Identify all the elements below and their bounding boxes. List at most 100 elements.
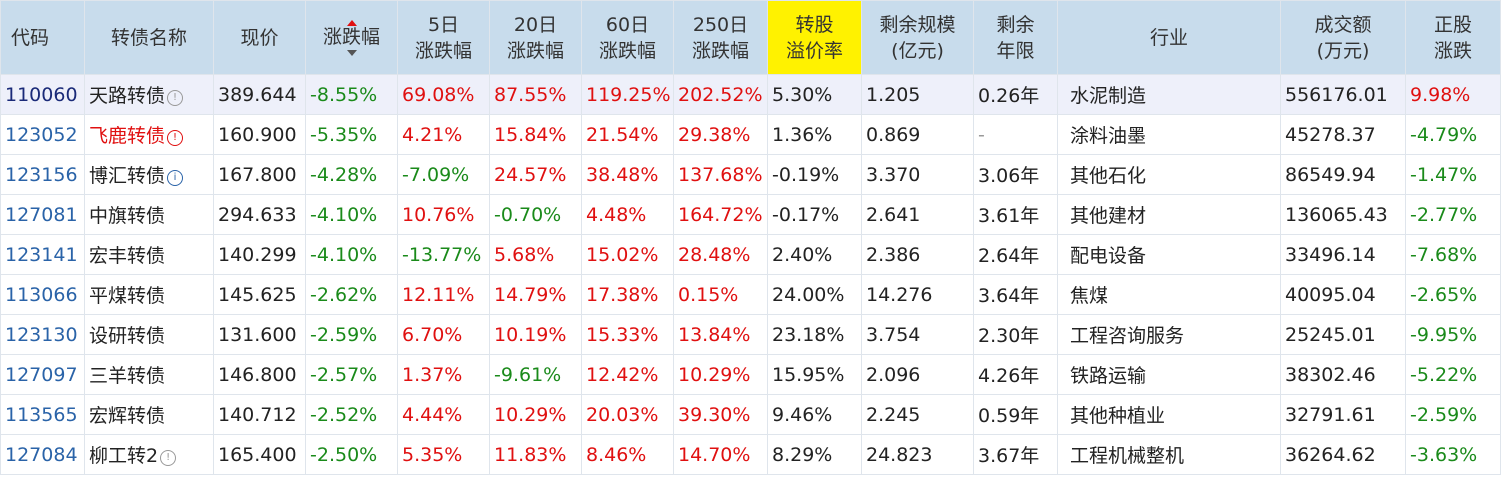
years-cell: 3.06年	[973, 154, 1058, 195]
header-stock-change-line2: 涨跌	[1433, 39, 1472, 62]
bond-code-link[interactable]: 127081	[0, 194, 85, 235]
table-row[interactable]: 127084 柳工转2! 165.400 -2.50% 5.35% 11.83% 8.46%…	[0, 434, 1501, 475]
bond-name: 飞鹿转债	[89, 125, 166, 147]
change-250d-cell: 28.48%	[673, 234, 768, 275]
header-change-60d[interactable]: 60日 涨跌幅	[581, 0, 674, 75]
change-60d-cell: 20.03%	[581, 394, 674, 435]
bond-code-link[interactable]: 110060	[0, 74, 85, 115]
scale-cell: 3.754	[861, 314, 974, 355]
header-change-5d[interactable]: 5日 涨跌幅	[397, 0, 490, 75]
bond-code-link[interactable]: 113565	[0, 394, 85, 435]
sort-down-icon	[346, 49, 357, 56]
bond-name-cell[interactable]: 平煤转债	[84, 274, 214, 315]
bond-code-link[interactable]: 123052	[0, 114, 85, 155]
bond-name-cell[interactable]: 宏丰转债	[84, 234, 214, 275]
header-change-20d[interactable]: 20日 涨跌幅	[489, 0, 582, 75]
alert-icon[interactable]: !	[167, 130, 184, 146]
price-cell: 131.600	[213, 314, 306, 355]
header-change[interactable]: 涨跌幅	[305, 0, 398, 75]
info-icon[interactable]: !	[167, 90, 184, 106]
bond-name: 三羊转债	[89, 365, 166, 387]
table-row[interactable]: 123130 设研转债 131.600 -2.59% 6.70% 10.19% 15.33%…	[0, 314, 1501, 355]
change-cell: -2.50%	[305, 434, 398, 475]
stock-change-cell: -3.63%	[1405, 434, 1501, 475]
table-row[interactable]: 123156 博汇转债 i 167.800 -4.28% -7.09% 24.57% 38.4…	[0, 154, 1501, 195]
table-row[interactable]: 110060 天路转债! 389.644 -8.55% 69.08% 87.55% 119.…	[0, 74, 1501, 115]
bond-name: 设研转债	[89, 325, 166, 347]
change-20d-cell: -0.70%	[489, 194, 582, 235]
header-volume-line2: (万元)	[1316, 39, 1370, 62]
bond-name-cell[interactable]: 宏辉转债	[84, 394, 214, 435]
sort-up-icon	[346, 19, 357, 26]
bond-code-link[interactable]: 123156	[0, 154, 85, 195]
table-row[interactable]: 123052 飞鹿转债! 160.900 -5.35% 4.21% 15.84% 21.54…	[0, 114, 1501, 155]
change-cell: -5.35%	[305, 114, 398, 155]
header-code[interactable]: 代码	[0, 0, 85, 75]
table-row[interactable]: 127081 中旗转债 294.633 -4.10% 10.76% -0.70% 4.48%…	[0, 194, 1501, 235]
change-cell: -4.10%	[305, 194, 398, 235]
change-60d-cell: 21.54%	[581, 114, 674, 155]
header-scale-line2: (亿元)	[891, 39, 944, 62]
premium-cell: -0.19%	[767, 154, 862, 195]
bond-code-link[interactable]: 123141	[0, 234, 85, 275]
header-premium[interactable]: 转股 溢价率	[767, 0, 862, 75]
bond-code-link[interactable]: 127097	[0, 354, 85, 395]
years-cell: 0.26年	[973, 74, 1058, 115]
scale-cell: 14.276	[861, 274, 974, 315]
change-20d-cell: 11.83%	[489, 434, 582, 475]
price-cell: 140.712	[213, 394, 306, 435]
header-change-250d[interactable]: 250日 涨跌幅	[673, 0, 768, 75]
change-5d-cell: 4.21%	[397, 114, 490, 155]
price-cell: 160.900	[213, 114, 306, 155]
years-cell: 3.67年	[973, 434, 1058, 475]
header-stock-change[interactable]: 正股 涨跌	[1405, 0, 1501, 75]
volume-cell: 32791.61	[1280, 394, 1406, 435]
change-cell: -2.57%	[305, 354, 398, 395]
table-row[interactable]: 113565 宏辉转债 140.712 -2.52% 4.44% 10.29% 20.03%…	[0, 394, 1501, 435]
bond-code-link[interactable]: 127084	[0, 434, 85, 475]
header-years[interactable]: 剩余 年限	[973, 0, 1058, 75]
change-250d-cell: 39.30%	[673, 394, 768, 435]
change-5d-cell: 4.44%	[397, 394, 490, 435]
industry-cell: 其他种植业	[1057, 394, 1281, 435]
price-cell: 146.800	[213, 354, 306, 395]
bond-name-cell[interactable]: 天路转债!	[84, 74, 214, 115]
table-row[interactable]: 127097 三羊转债 146.800 -2.57% 1.37% -9.61% 12.42%…	[0, 354, 1501, 395]
bond-name-cell[interactable]: 博汇转债 i	[84, 154, 214, 195]
bond-code-link[interactable]: 123130	[0, 314, 85, 355]
premium-cell: -0.17%	[767, 194, 862, 235]
premium-cell: 2.40%	[767, 234, 862, 275]
change-60d-cell: 4.48%	[581, 194, 674, 235]
change-250d-cell: 202.52%	[673, 74, 768, 115]
change-20d-cell: -9.61%	[489, 354, 582, 395]
change-250d-cell: 0.15%	[673, 274, 768, 315]
stock-change-cell: -2.59%	[1405, 394, 1501, 435]
stock-change-cell: -9.95%	[1405, 314, 1501, 355]
bond-name-cell[interactable]: 飞鹿转债!	[84, 114, 214, 155]
header-industry[interactable]: 行业	[1057, 0, 1281, 75]
bond-code-link[interactable]: 113066	[0, 274, 85, 315]
bond-name-cell[interactable]: 设研转债	[84, 314, 214, 355]
header-price[interactable]: 现价	[213, 0, 306, 75]
stock-change-cell: -1.47%	[1405, 154, 1501, 195]
header-change-250d-line2: 涨跌幅	[691, 39, 749, 62]
header-scale-line1: 剩余规模	[879, 13, 956, 36]
bond-name-cell[interactable]: 中旗转债	[84, 194, 214, 235]
header-change-60d-line2: 涨跌幅	[598, 39, 656, 62]
bond-name: 平煤转债	[89, 285, 166, 307]
info-icon[interactable]: i	[167, 170, 184, 186]
info-icon[interactable]: !	[160, 450, 177, 466]
industry-cell: 涂料油墨	[1057, 114, 1281, 155]
header-name[interactable]: 转债名称	[84, 0, 214, 75]
scale-cell: 3.370	[861, 154, 974, 195]
header-volume[interactable]: 成交额 (万元)	[1280, 0, 1406, 75]
price-cell: 294.633	[213, 194, 306, 235]
table-row[interactable]: 113066 平煤转债 145.625 -2.62% 12.11% 14.79% 17.38…	[0, 274, 1501, 315]
bond-name-cell[interactable]: 柳工转2!	[84, 434, 214, 475]
table-row[interactable]: 123141 宏丰转债 140.299 -4.10% -13.77% 5.68% 15.02…	[0, 234, 1501, 275]
header-scale[interactable]: 剩余规模 (亿元)	[861, 0, 974, 75]
industry-cell: 焦煤	[1057, 274, 1281, 315]
bond-name-cell[interactable]: 三羊转债	[84, 354, 214, 395]
volume-cell: 45278.37	[1280, 114, 1406, 155]
industry-cell: 配电设备	[1057, 234, 1281, 275]
